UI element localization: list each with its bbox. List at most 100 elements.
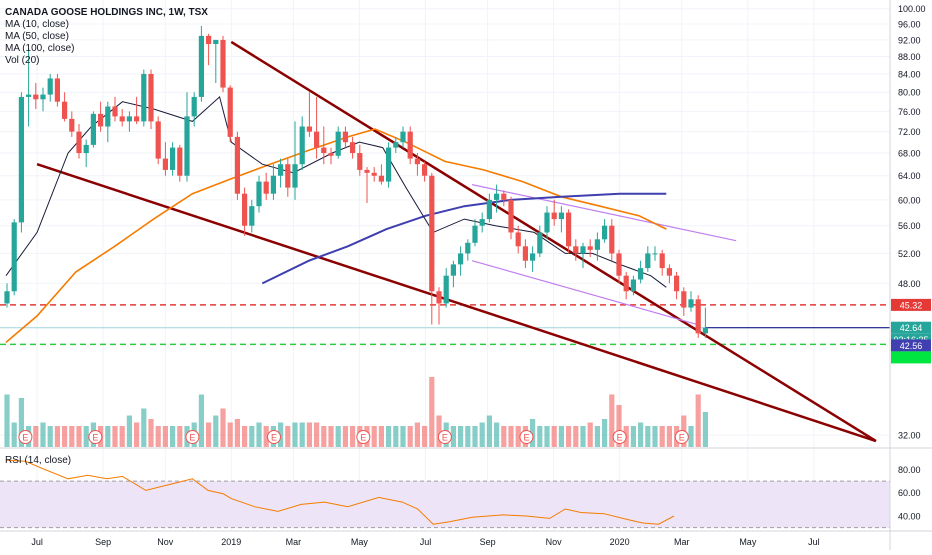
candle-body[interactable] [321, 147, 327, 154]
candle-body[interactable] [472, 225, 478, 243]
candle-body[interactable] [40, 94, 46, 100]
candle-body[interactable] [364, 169, 370, 173]
candle-body[interactable] [249, 206, 255, 226]
candle-body[interactable] [119, 116, 125, 122]
candle-body[interactable] [501, 193, 507, 200]
rsi-label[interactable]: RSI (14, close) [5, 455, 71, 466]
candle-body[interactable] [674, 275, 680, 292]
candle-body[interactable] [530, 253, 536, 261]
candle-body[interactable] [69, 118, 75, 132]
candle-body[interactable] [580, 246, 586, 254]
candle-body[interactable] [227, 87, 233, 137]
candle-body[interactable] [645, 253, 651, 269]
trendline-wedge-upper[interactable] [230, 40, 877, 443]
candle-body[interactable] [256, 181, 262, 207]
candle-body[interactable] [299, 126, 305, 165]
candle-body[interactable] [702, 327, 708, 334]
candle-body[interactable] [551, 212, 557, 220]
candle-body[interactable] [206, 35, 212, 45]
candle-body[interactable] [278, 164, 284, 176]
candle-body[interactable] [400, 131, 406, 143]
candle-body[interactable] [623, 275, 629, 292]
candle-body[interactable] [378, 175, 384, 182]
candle-body[interactable] [234, 136, 240, 194]
candle-body[interactable] [350, 142, 356, 154]
candle-body[interactable] [422, 164, 428, 176]
earnings-marker[interactable] [437, 430, 452, 444]
earnings-marker[interactable] [674, 430, 689, 444]
candle-body[interactable] [494, 193, 500, 200]
candle-body[interactable] [652, 253, 658, 255]
candle-body[interactable] [148, 73, 154, 122]
candle-body[interactable] [558, 212, 564, 220]
candle-body[interactable] [450, 264, 456, 276]
candle-body[interactable] [18, 96, 24, 223]
candle-body[interactable] [638, 268, 644, 280]
candle-body[interactable] [184, 116, 190, 176]
candle-body[interactable] [126, 116, 132, 122]
candle-body[interactable] [681, 291, 687, 308]
candle-body[interactable] [695, 299, 701, 334]
candle-body[interactable] [328, 153, 334, 156]
candle-body[interactable] [162, 158, 168, 170]
candle-body[interactable] [292, 164, 298, 188]
trendline-wedge-lower[interactable] [36, 163, 877, 443]
candle-body[interactable] [616, 253, 622, 276]
candle-body[interactable] [191, 96, 197, 117]
candle-body[interactable] [83, 144, 89, 154]
candle-body[interactable] [90, 113, 96, 145]
indicator-ma50[interactable]: MA (50, close) [5, 31, 69, 42]
candle-body[interactable] [429, 175, 435, 292]
candle-body[interactable] [573, 246, 579, 254]
candle-body[interactable] [54, 78, 60, 102]
candle-body[interactable] [602, 225, 608, 240]
candle-body[interactable] [306, 126, 312, 132]
candle-body[interactable] [386, 147, 392, 182]
candle-body[interactable] [443, 275, 449, 304]
candle-body[interactable] [220, 39, 226, 88]
earnings-marker[interactable] [519, 430, 534, 444]
candle-body[interactable] [515, 232, 521, 247]
channel-line[interactable] [471, 184, 737, 242]
candle-body[interactable] [357, 153, 363, 170]
candle-body[interactable] [62, 101, 68, 119]
candle-body[interactable] [537, 232, 543, 254]
candle-body[interactable] [544, 212, 550, 233]
candle-body[interactable] [335, 131, 341, 156]
candle-body[interactable] [242, 193, 248, 226]
candle-body[interactable] [458, 253, 464, 265]
candle-body[interactable] [155, 121, 161, 159]
candle-body[interactable] [112, 106, 118, 117]
candle-body[interactable] [688, 299, 694, 308]
indicator-volume[interactable]: Vol (20) [5, 55, 39, 66]
candle-body[interactable] [486, 199, 492, 220]
candle-body[interactable] [393, 142, 399, 148]
channel-line[interactable] [471, 260, 698, 326]
candle-body[interactable] [587, 246, 593, 250]
candle-body[interactable] [594, 239, 600, 250]
candle-body[interactable] [630, 279, 636, 292]
candle-body[interactable] [465, 242, 471, 254]
candle-body[interactable] [177, 147, 183, 176]
candle-body[interactable] [566, 212, 572, 247]
candle-body[interactable] [270, 175, 276, 194]
candle-body[interactable] [33, 94, 39, 100]
candle-body[interactable] [659, 253, 665, 269]
candle-body[interactable] [213, 39, 219, 45]
candle-body[interactable] [76, 131, 82, 154]
candle-body[interactable] [198, 35, 204, 97]
candle-body[interactable] [170, 147, 176, 170]
candle-body[interactable] [47, 78, 53, 95]
candle-body[interactable] [4, 291, 10, 304]
indicator-ma10[interactable]: MA (10, close) [5, 19, 69, 30]
candle-body[interactable] [609, 225, 615, 254]
candle-body[interactable] [105, 106, 111, 127]
candle-body[interactable] [666, 268, 672, 276]
candle-body[interactable] [414, 158, 420, 165]
earnings-marker[interactable] [185, 430, 200, 444]
earnings-marker[interactable] [88, 430, 103, 444]
candle-body[interactable] [342, 131, 348, 143]
earnings-marker[interactable] [356, 430, 371, 444]
